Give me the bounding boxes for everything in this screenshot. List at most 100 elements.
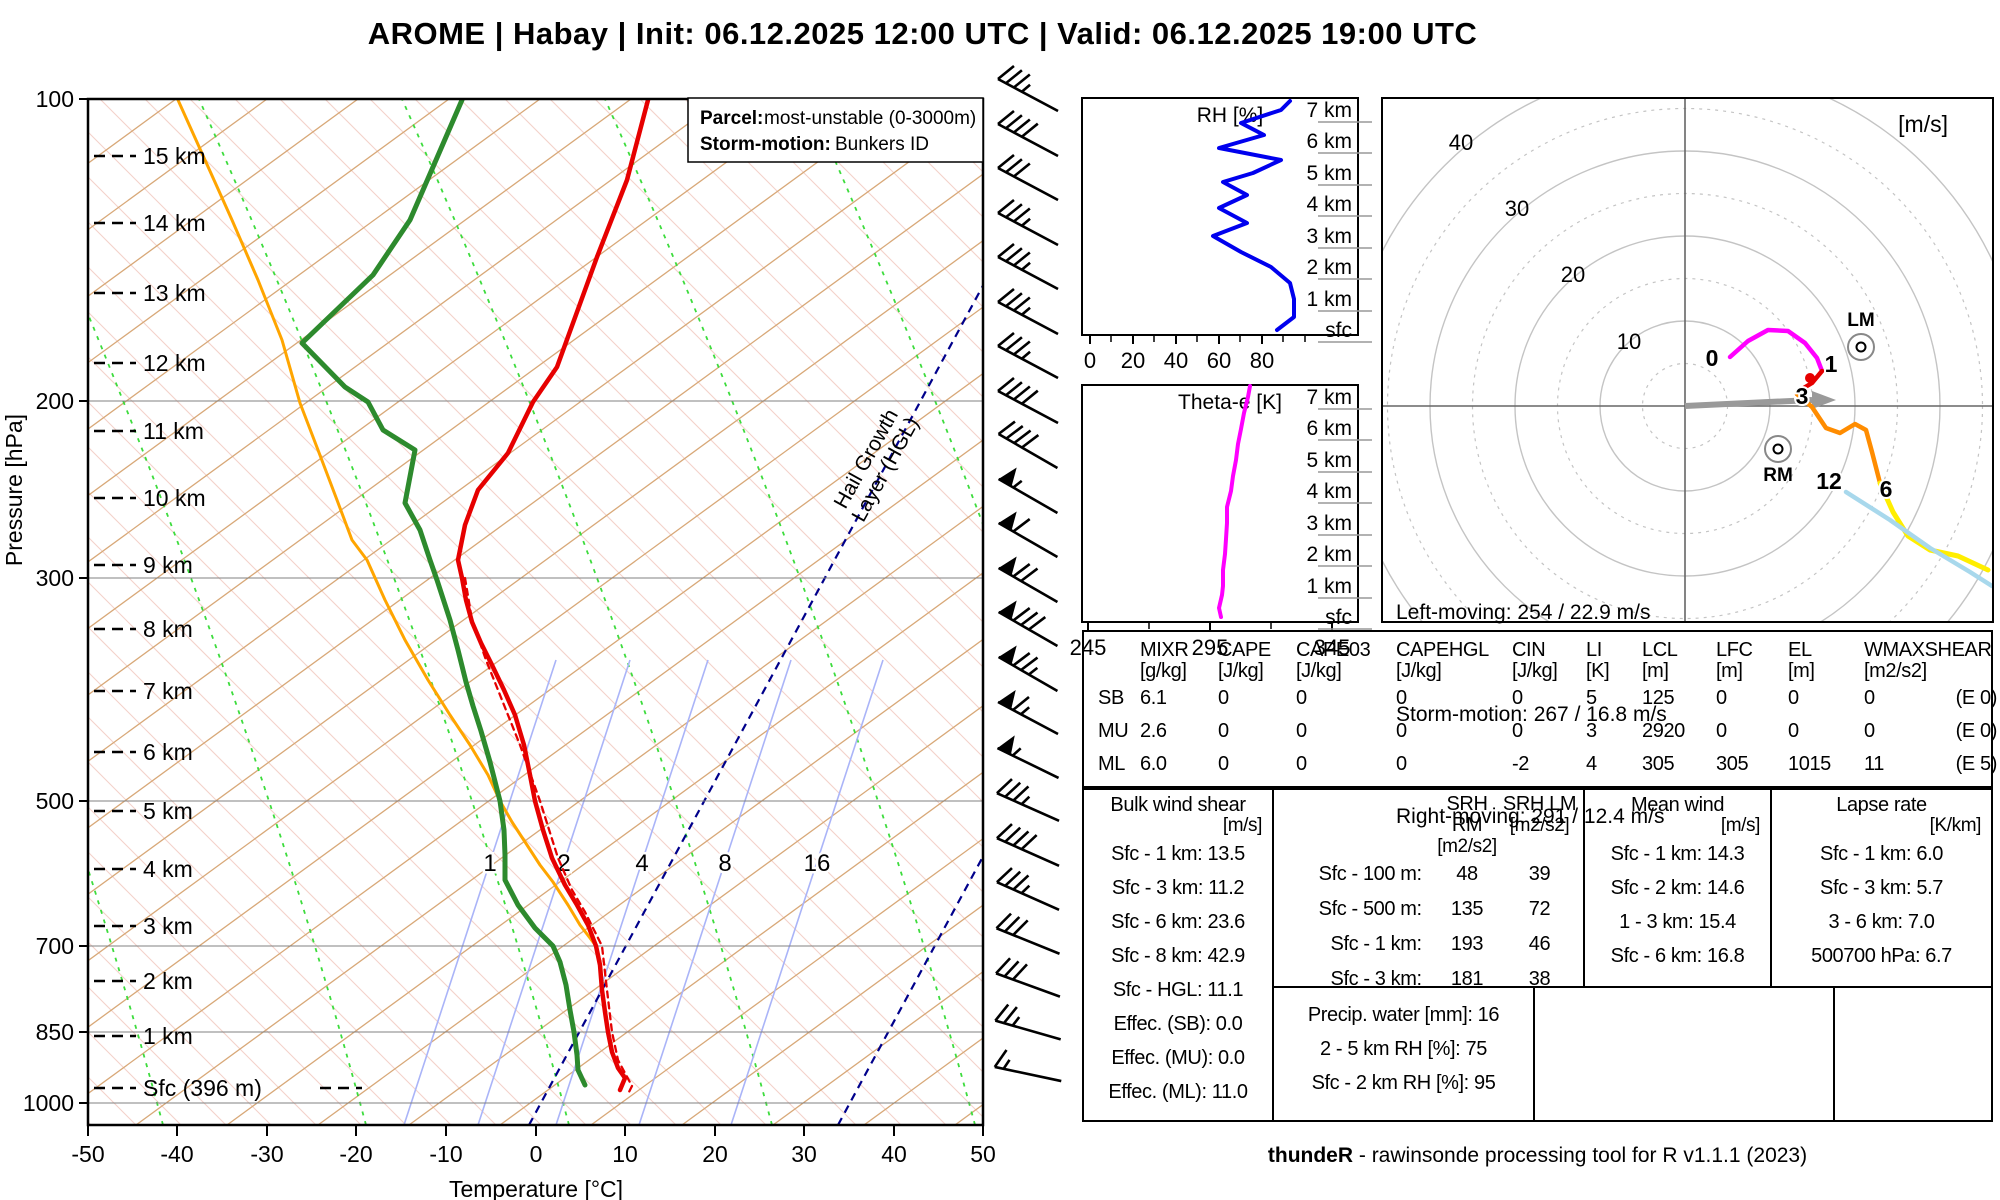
svg-text:Temperature [°C]: Temperature [°C] [449,1176,623,1200]
lapse-rate-row: 500700 hPa: 6.7 [1811,945,1952,967]
wind-barb [997,65,1059,113]
svg-text:500: 500 [36,788,74,814]
effective-value: (E 0) [1955,687,1998,709]
index-value: 6.0 [1140,753,1167,775]
bulk-shear-title: Bulk wind shear [1110,794,1246,816]
svg-text:245: 245 [1070,635,1107,660]
column-header: CAPEHGL [J/kg] [1396,640,1512,682]
svg-text:12 km: 12 km [143,350,206,376]
svg-text:6: 6 [1880,476,1893,502]
svg-text:0: 0 [530,1141,543,1167]
column-name: CAPEHGL [1396,639,1489,661]
svg-text:1 km: 1 km [143,1023,193,1049]
wmaxshear-cell: 11 (E 5) [1864,748,2000,781]
index-value: 3 [1586,720,1597,742]
wind-barb [997,420,1059,470]
svg-text:-40: -40 [160,1141,193,1167]
svg-text:6 km: 6 km [143,739,193,765]
srh-row-label: Sfc - 100 m: [1318,863,1432,885]
wind-barb [997,332,1059,380]
svg-text:1: 1 [1825,351,1838,377]
wmaxshear-cell: 0 (E 0) [1864,715,2000,748]
wmaxshear-cell: 0 (E 0) [1864,682,2000,715]
srh-rm-unit: [m2/s2] [1437,836,1497,857]
lapse-rate-row: Sfc - 3 km: 5.7 [1820,877,1943,899]
mean-wind-title: Mean wind [1630,794,1725,816]
svg-text:3 km: 3 km [1306,225,1352,248]
parcel-trace-curve [176,99,598,948]
column-header: CAPE [J/kg] [1218,640,1296,682]
svg-text:-30: -30 [250,1141,283,1167]
column-header: LI [K] [1586,640,1642,682]
footer-brand: thundeR [1267,1144,1354,1167]
svg-text:sfc: sfc [1325,606,1352,629]
column-unit: [K] [1586,660,1610,682]
column-name: MIXR [1140,639,1189,661]
svg-text:5 km: 5 km [1306,449,1352,472]
svg-text:1000: 1000 [23,1090,74,1116]
column-unit: [J/kg] [1218,660,1264,682]
column-name: CIN [1512,639,1546,661]
svg-text:20: 20 [1121,348,1145,373]
svg-text:-20: -20 [339,1141,372,1167]
storm-motion-text: Storm-motion: 267 / 16.8 m/s [1396,703,1667,726]
hodo-trace-9-12km [1843,489,1993,589]
isotherm-lines [88,99,983,1125]
srh-panel: SRH RM [m2/s2] SRH LM [m2/s2] Sfc - 100 … [1272,788,1585,990]
hodo-trace-1-3km [1794,368,1825,397]
rh-curve [1211,99,1296,332]
thetae-panel-chart: Theta-e [K] 245 295 345 7 km 6 km 5 km 4 km 3 km… [1070,384,1372,660]
storm-motion-marker: LM [1847,310,1875,361]
hodograph-chart: 10 20 30 40 LM RM 0 13 6 12 [m/s] [1381,97,1994,623]
svg-text:700: 700 [36,933,74,959]
wind-barb [994,1003,1062,1041]
mean-wind-panel: Mean wind [m/s] Sfc - 1 km: 14.3 Sfc - 2 … [1583,788,1772,988]
column-unit: [J/kg] [1396,660,1442,682]
wmax-value: 0 [1864,687,1875,709]
wind-barb [993,1049,1062,1083]
column-unit: [m] [1642,660,1669,682]
svg-text:2 km: 2 km [143,968,193,994]
height-ladder: 15 km 14 km 13 km 12 km 11 km 10 km 9 km 8 km 7 … [94,143,362,1101]
wind-barb [997,556,1059,604]
column-unit: [g/kg] [1140,660,1187,682]
column-header: CIN [J/kg] [1512,640,1586,682]
svg-text:0: 0 [1706,345,1719,371]
svg-text:-10: -10 [429,1141,462,1167]
corner-cell [1098,640,1140,682]
svg-text:14 km: 14 km [143,210,206,236]
dry-adiabats-lines [88,99,983,1125]
parcel-legend: Parcel: most-unstable (0-3000m) Storm-moti… [687,97,984,163]
mixing-ratio-labels: 1 2 4 8 16 [481,848,833,880]
svg-text:LM: LM [1847,310,1874,331]
shear-row: Effec. (MU): 0.0 [1111,1047,1245,1069]
right-moving-text: Right-moving: 291 / 12.4 m/s [1396,805,1665,828]
index-value: 0 [1396,753,1407,775]
svg-text:Pressure [hPa]: Pressure [hPa] [1,414,27,566]
column-header: LFC [m] [1716,640,1788,682]
shear-row: Sfc - 6 km: 23.6 [1111,911,1245,933]
hodo-trace-0-1km [1727,327,1825,374]
precip-panel: Precip. water [mm]: 16 2 - 5 km RH [%]: 7… [1272,986,1535,1122]
index-value: 0 [1296,753,1307,775]
svg-text:30: 30 [791,1141,817,1167]
wind-barb [996,778,1060,823]
index-value: 0 [1788,720,1799,742]
srh-lm-unit: [m2/s2] [1509,815,1570,836]
lapse-rate-unit: [K/km] [1929,815,1982,836]
wind-barb [996,867,1060,912]
svg-text:50: 50 [970,1141,996,1167]
hodograph-rings: 10 20 30 40 LM RM 0 13 6 12 [1382,98,1993,622]
svg-text:9 km: 9 km [143,552,193,578]
lapse-rate-row: Sfc - 1 km: 6.0 [1820,843,1943,865]
column-unit: [J/kg] [1512,660,1558,682]
srh-lm-value: 46 [1528,933,1551,955]
svg-text:RH [%]: RH [%] [1197,104,1264,127]
svg-text:sfc: sfc [1325,319,1352,342]
lapse-rate-panel: Lapse rate [K/km] Sfc - 1 km: 6.0 Sfc - 3… [1770,788,1993,988]
svg-text:10 km: 10 km [143,485,206,511]
wind-barb [997,199,1059,247]
lapse-rate-title: Lapse rate [1836,794,1927,816]
svg-text:7 km: 7 km [1306,99,1352,122]
